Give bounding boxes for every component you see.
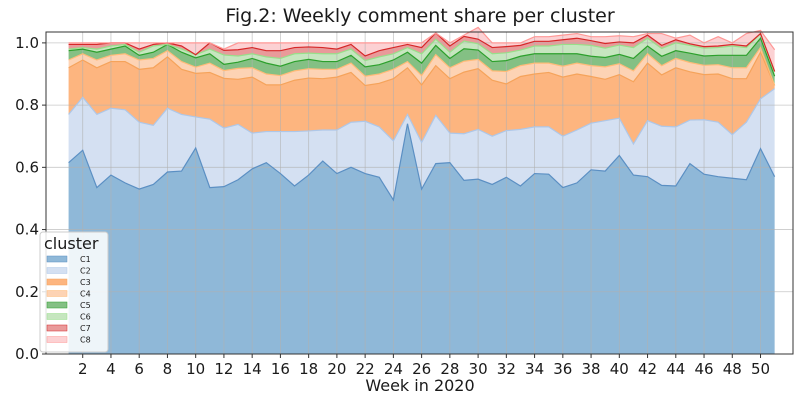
x-tick-label: 24 [384, 360, 403, 378]
x-tick-label: 42 [638, 360, 657, 378]
edge-c6 [68, 32, 776, 72]
legend-label-c5: C5 [80, 301, 91, 310]
legend-swatch-c7 [46, 324, 68, 332]
x-tick-label: 32 [497, 360, 516, 378]
legend-label-c8: C8 [80, 336, 91, 345]
edge-c1 [68, 123, 776, 202]
legend-items: C1 C2 C3 C4 C5 C6 C7 C8 [46, 255, 91, 345]
legend-label-c6: C6 [80, 313, 91, 322]
legend-title: cluster [44, 234, 99, 253]
legend-label-c7: C7 [80, 324, 91, 333]
y-tick-label: 0.6 [15, 158, 39, 176]
edge-c4 [68, 46, 776, 86]
x-tick-label: 22 [356, 360, 375, 378]
x-tick-label: 2 [78, 360, 88, 378]
legend-label-c2: C2 [80, 267, 91, 276]
x-tick-label: 18 [299, 360, 318, 378]
x-tick-label: 10 [186, 360, 205, 378]
legend-swatch-c4 [46, 290, 68, 297]
x-tick-label: 16 [271, 360, 290, 378]
edge-c7 [68, 32, 776, 72]
x-tick-label: 34 [525, 360, 544, 378]
y-tick-label: 0.0 [15, 345, 39, 363]
legend: cluster C1 C2 C3 C4 C5 C6 C7 C8 [39, 231, 109, 353]
area-c8 [68, 27, 775, 72]
grid-lines [46, 32, 793, 355]
x-tick-label: 6 [134, 360, 144, 378]
edge-c2 [68, 88, 775, 146]
x-tick-label: 40 [610, 360, 629, 378]
legend-label-c1: C1 [80, 255, 91, 264]
x-axis-ticks: 2 4 6 8 10 12 14 16 18 20 22 24 26 28 30 32 34 36 38 40 42 44… [78, 354, 770, 378]
area-c5 [68, 38, 775, 86]
legend-swatch-c2 [46, 267, 68, 274]
edge-c8 [68, 26, 776, 51]
x-tick-label: 46 [694, 360, 713, 378]
x-tick-label: 12 [214, 360, 233, 378]
legend-swatch-c1 [46, 255, 68, 263]
y-tick-label: 0.8 [15, 96, 39, 114]
x-tick-label: 4 [106, 360, 116, 378]
y-tick-label: 0.4 [15, 221, 39, 239]
x-tick-label: 8 [163, 360, 173, 378]
x-tick-label: 44 [666, 360, 685, 378]
y-tick-label: 1.0 [15, 34, 39, 52]
x-tick-label: 50 [751, 360, 770, 378]
x-tick-label: 28 [440, 360, 459, 378]
legend-label-c4: C4 [80, 290, 91, 299]
y-axis-ticks: 0.0 0.2 0.4 0.6 0.8 1.0 [15, 34, 46, 363]
legend-swatch-c8 [46, 336, 68, 343]
x-tick-label: 14 [243, 360, 262, 378]
legend-swatch-c6 [46, 313, 68, 320]
x-tick-label: 26 [412, 360, 431, 378]
edge-c3 [68, 50, 776, 87]
y-tick-label: 0.2 [15, 283, 39, 301]
x-tick-label: 36 [553, 360, 572, 378]
x-tick-label: 38 [582, 360, 601, 378]
x-tick-label: 30 [469, 360, 488, 378]
area-edges [68, 26, 776, 202]
x-axis-title: Week in 2020 [365, 376, 474, 395]
legend-label-c3: C3 [80, 278, 91, 287]
plot-frame [45, 31, 794, 355]
legend-swatch-c3 [46, 278, 68, 286]
legend-swatch-c5 [46, 301, 68, 309]
x-tick-label: 20 [327, 360, 346, 378]
edge-c5 [68, 37, 776, 77]
chart-title: Fig.2: Weekly comment share per cluster [225, 5, 614, 27]
area-c4 [68, 47, 775, 86]
x-tick-label: 48 [723, 360, 742, 378]
